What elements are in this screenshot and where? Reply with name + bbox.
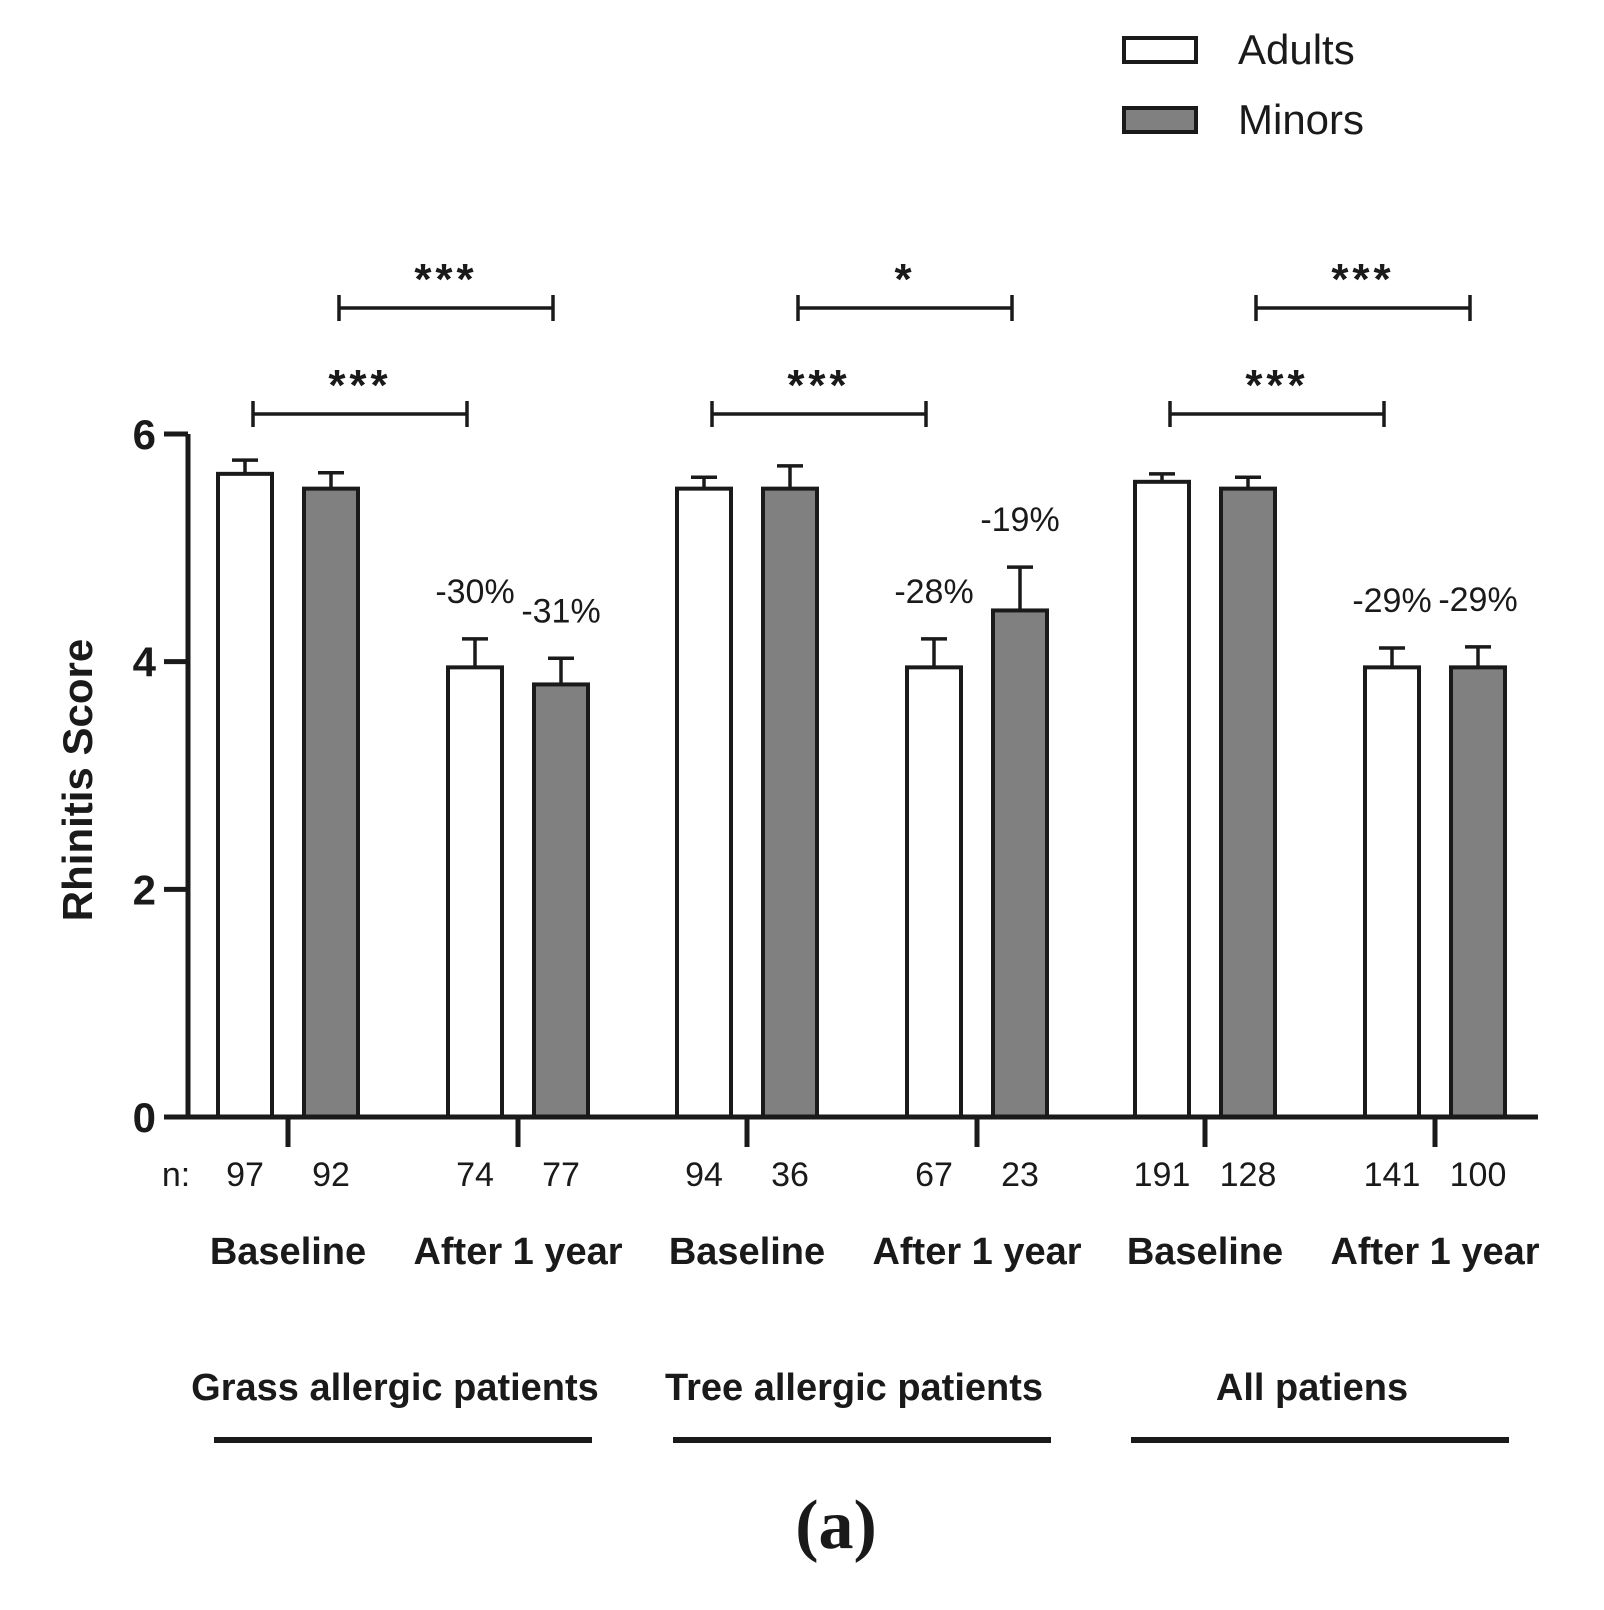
percent-change-label: -19% [980,501,1059,539]
significance-label: *** [1245,361,1308,410]
n-label: 191 [1134,1156,1191,1194]
significance-label: * [894,255,915,304]
bar-adults [905,665,963,1119]
bar-adults [675,486,733,1119]
bars-layer [216,471,1507,1120]
bar-minors [302,486,360,1119]
bar-minors [761,486,819,1119]
n-label: 36 [771,1156,809,1194]
percent-change-label: -31% [521,592,600,630]
n-label: 74 [456,1156,494,1194]
bar-minors [532,682,590,1120]
n-label: 94 [685,1156,723,1194]
bar-minors [991,608,1049,1119]
y-axis-label: Rhinitis Score [54,639,101,921]
timepoint-label: After 1 year [872,1231,1081,1273]
n-prefix-label: n: [162,1156,190,1194]
legend: Adults Minors [1122,26,1364,143]
y-tick-label: 0 [133,1094,156,1141]
y-tick-label: 2 [133,866,156,913]
percent-change-label: -29% [1352,582,1431,620]
error-bars-layer [232,458,1491,685]
legend-swatch-adults [1122,36,1198,64]
n-label: 77 [542,1156,580,1194]
n-label: 97 [226,1156,264,1194]
bar-adults [446,665,504,1119]
group-label: Tree allergic patients [665,1367,1043,1409]
bar-minors [1449,665,1507,1119]
percent-change-label: -28% [894,573,973,611]
bar-adults [1363,665,1421,1119]
timepoint-label: Baseline [669,1231,825,1273]
y-tick-label: 6 [133,411,156,458]
bar-minors [1219,486,1277,1119]
n-label: 128 [1220,1156,1277,1194]
timepoint-label: Baseline [1127,1231,1283,1273]
n-label: 100 [1450,1156,1507,1194]
n-label: 67 [915,1156,953,1194]
n-label: 23 [1001,1156,1039,1194]
figure-caption: (a) [795,1487,877,1564]
legend-label-adults: Adults [1238,26,1355,73]
axes-layer: 0 2 4 6 [133,411,1538,1147]
bar-adults [1133,479,1191,1119]
legend-swatch-minors [1122,106,1198,134]
bar-adults [216,471,274,1119]
annotations-layer: n: 97 92 Baseline 74 -30% 77 -31% After 1 year Gr… [162,255,1540,1443]
group-label: All patiens [1216,1367,1408,1409]
timepoint-label: Baseline [210,1231,366,1273]
timepoint-label: After 1 year [413,1231,622,1273]
n-label: 92 [312,1156,350,1194]
group-label: Grass allergic patients [191,1367,599,1409]
significance-label: *** [414,255,477,304]
significance-label: *** [787,361,850,410]
percent-change-label: -30% [435,573,514,611]
percent-change-label: -29% [1438,581,1517,619]
n-label: 141 [1364,1156,1421,1194]
significance-label: *** [328,361,391,410]
significance-label: *** [1331,255,1394,304]
y-tick-label: 4 [133,639,157,686]
timepoint-label: After 1 year [1330,1231,1539,1273]
legend-label-minors: Minors [1238,96,1364,143]
